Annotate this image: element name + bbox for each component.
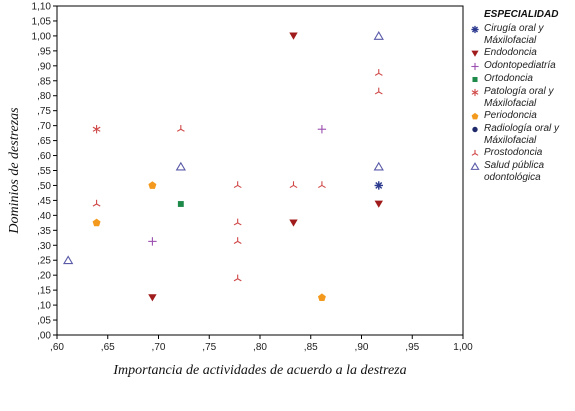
y-tick-label: ,70 — [37, 121, 51, 132]
data-point-plus — [317, 125, 327, 134]
y-axis-title: Dominios de destrezas — [7, 107, 22, 235]
x-tick-label: ,60 — [50, 342, 64, 353]
data-point-triangle-up — [175, 161, 186, 171]
legend-marker-square — [472, 76, 478, 83]
legend-label: Cirugía oral y Máxilofacial — [484, 23, 544, 46]
legend-item: Endodoncia — [468, 47, 573, 59]
y-tick-label: ,95 — [37, 46, 51, 57]
y-tick-label: ,80 — [37, 91, 51, 102]
legend-marker-tri-arms — [471, 149, 479, 156]
y-tick-label: ,75 — [37, 106, 51, 117]
legend-label: Endodoncia — [484, 47, 537, 58]
legend-item: Prostodoncia — [468, 147, 573, 159]
y-tick-label: 1,05 — [32, 16, 52, 27]
x-tick-label: ,65 — [101, 342, 115, 353]
legend-label: Radiología oral y Máxilofacial — [484, 123, 560, 146]
data-point-tri-arms — [233, 237, 242, 244]
legend-item: Cirugía oral y Máxilofacial — [468, 23, 573, 46]
x-tick-label: ,90 — [355, 342, 369, 353]
data-point-tri-arms — [374, 87, 383, 95]
legend-item: Radiología oral y Máxilofacial — [468, 123, 573, 146]
data-point-pentagon — [148, 181, 157, 189]
y-tick-label: 1,00 — [32, 31, 52, 42]
x-tick-label: ,95 — [405, 342, 419, 353]
legend-label: Ortodoncia — [484, 73, 533, 84]
legend-item: Periodoncia — [468, 110, 573, 122]
data-point-triangle-down — [289, 219, 298, 227]
y-tick-label: ,05 — [37, 316, 51, 327]
data-point-asterisk — [374, 181, 383, 190]
x-tick-label: ,70 — [152, 342, 166, 353]
legend-label: Periodoncia — [484, 110, 537, 121]
y-tick-label: ,90 — [37, 61, 51, 72]
data-point-triangle-down — [374, 200, 383, 208]
legend-item: Salud pública odontológica — [468, 160, 573, 183]
y-tick-label: ,40 — [37, 211, 51, 222]
y-tick-label: ,85 — [37, 76, 51, 87]
legend-label: Odontopediatría — [484, 60, 556, 71]
legend-marker-triangle-up — [470, 162, 480, 170]
data-point-tri-arms — [318, 181, 326, 189]
data-point-triangle-down — [289, 32, 298, 40]
y-tick-label: ,15 — [37, 286, 51, 297]
legend-item: Odontopediatría — [468, 60, 573, 72]
data-point-tri-arms — [176, 125, 185, 132]
x-axis-title: Importancia de actividades de acuerdo a … — [112, 363, 406, 378]
legend-marker-asterisk — [471, 25, 479, 34]
data-point-triangle-up — [63, 255, 74, 265]
data-point-star — [92, 125, 101, 134]
data-point-tri-arms — [233, 181, 242, 189]
data-point-tri-arms — [92, 199, 101, 207]
legend-label: Patología oral y Máxilofacial — [484, 86, 554, 109]
y-tick-label: ,25 — [37, 256, 51, 267]
data-point-triangle-down — [148, 294, 157, 302]
x-tick-label: ,85 — [304, 342, 318, 353]
data-point-tri-arms — [289, 181, 298, 189]
legend-title: ESPECIALIDAD — [484, 9, 559, 20]
legend-item: Ortodoncia — [468, 73, 573, 85]
y-tick-label: ,50 — [37, 181, 51, 192]
x-tick-label: ,80 — [253, 342, 267, 353]
y-tick-label: 1,10 — [32, 2, 52, 13]
legend-marker-plus — [471, 62, 479, 71]
data-point-square — [177, 201, 184, 207]
data-point-triangle-up — [373, 161, 384, 171]
legend-label: Salud pública odontológica — [484, 160, 545, 183]
data-point-tri-arms — [374, 69, 383, 76]
data-point-pentagon — [317, 293, 326, 302]
legend-marker-circle — [472, 126, 478, 133]
legend-marker-pentagon — [471, 112, 479, 120]
legend-marker-triangle-down — [471, 50, 479, 57]
y-tick-label: ,00 — [37, 331, 51, 342]
x-tick-label: ,75 — [202, 342, 216, 353]
data-point-tri-arms — [233, 274, 242, 282]
legend: ESPECIALIDAD Cirugía oral y Máxilofacial… — [468, 9, 573, 184]
y-tick-label: ,60 — [37, 151, 51, 162]
y-tick-label: ,65 — [37, 136, 51, 147]
y-tick-label: ,10 — [37, 301, 51, 312]
legend-marker-star — [471, 88, 479, 97]
x-tick-label: 1,00 — [453, 342, 473, 353]
data-point-tri-arms — [233, 218, 242, 226]
y-tick-label: ,35 — [37, 226, 51, 237]
plot-frame — [56, 5, 464, 336]
y-tick-label: ,30 — [37, 241, 51, 252]
y-tick-label: ,20 — [37, 271, 51, 282]
legend-label: Prostodoncia — [484, 147, 543, 158]
legend-item: Patología oral y Máxilofacial — [468, 86, 573, 109]
data-point-pentagon — [92, 218, 101, 227]
y-tick-label: ,45 — [37, 196, 51, 207]
y-tick-label: ,55 — [37, 166, 51, 177]
data-point-plus — [148, 237, 157, 246]
data-point-triangle-up — [373, 31, 384, 40]
